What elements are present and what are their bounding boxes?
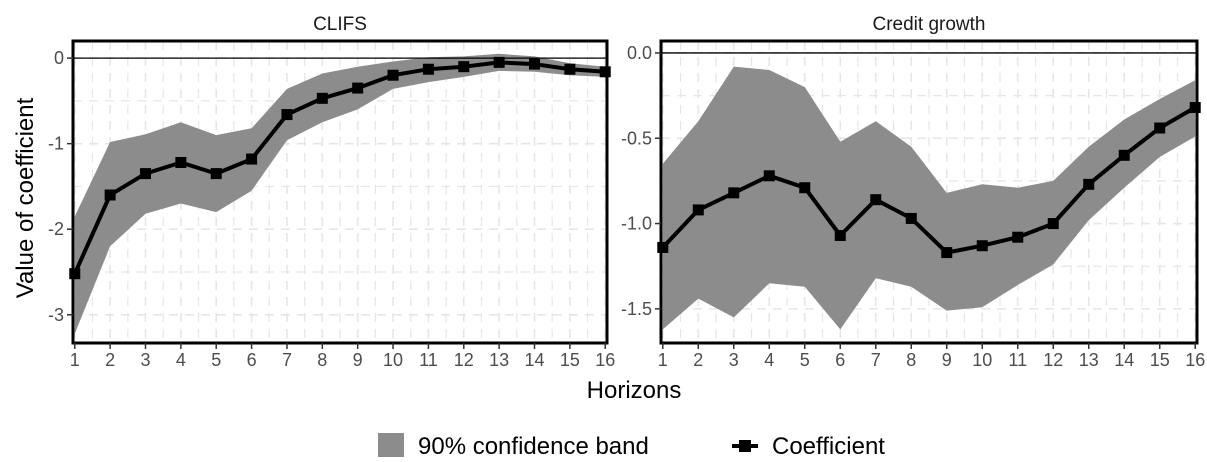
x-tick-label: 15 — [560, 350, 580, 370]
x-tick-label: 9 — [353, 350, 363, 370]
coefficient-marker — [905, 212, 917, 224]
legend: 90% confidence band Coefficient — [378, 433, 885, 460]
x-tick-label: 6 — [247, 350, 257, 370]
x-tick-label: 8 — [317, 350, 327, 370]
coefficient-marker — [941, 247, 953, 259]
coefficient-marker — [387, 69, 399, 81]
x-tick-label: 7 — [282, 350, 292, 370]
coefficient-marker — [870, 194, 882, 206]
legend-coefficient-marker — [739, 440, 751, 452]
x-tick-label: 5 — [211, 350, 221, 370]
x-axis-title: Horizons — [587, 377, 682, 404]
coefficient-line — [72, 60, 606, 275]
x-tick-label: 4 — [764, 350, 774, 370]
coefficient-marker — [728, 187, 740, 199]
coefficient-marker — [564, 63, 576, 75]
x-tick-label: 10 — [972, 350, 992, 370]
coefficient-marker — [834, 230, 846, 242]
y-tick-label: -1 — [48, 134, 64, 154]
y-tick-label: -1.5 — [621, 299, 652, 319]
coefficient-marker — [493, 56, 505, 68]
x-tick-label: 13 — [1079, 350, 1099, 370]
coefficient-marker — [458, 61, 470, 73]
x-tick-label: 8 — [906, 350, 916, 370]
y-tick-label: 0.0 — [627, 43, 652, 63]
coefficient-marker — [1047, 218, 1059, 230]
x-tick-label: 11 — [419, 350, 438, 370]
coefficient-marker — [799, 182, 811, 194]
x-tick-label: 2 — [693, 350, 703, 370]
x-tick-label: 14 — [1114, 350, 1134, 370]
coefficient-marker — [657, 241, 669, 253]
panel-title: CLIFS — [313, 14, 367, 35]
x-tick-label: 15 — [1150, 350, 1170, 370]
x-tick-label: 3 — [729, 350, 739, 370]
x-tick-label: 13 — [489, 350, 509, 370]
y-tick-label: 0 — [54, 48, 64, 68]
x-tick-label: 4 — [176, 350, 186, 370]
y-axis-title: Value of coefficient — [12, 97, 39, 298]
x-tick-label: 12 — [454, 350, 474, 370]
panel-border — [659, 39, 1199, 345]
x-tick-label: 14 — [524, 350, 544, 370]
x-tick-label: 11 — [1008, 350, 1027, 370]
coefficient-marker — [1189, 102, 1201, 114]
legend-band-swatch — [378, 433, 404, 459]
confidence-band — [74, 53, 606, 334]
x-tick-label: 16 — [595, 350, 615, 370]
x-tick-label: 9 — [942, 350, 952, 370]
x-tick-label: 7 — [871, 350, 881, 370]
legend-coefficient-label: Coefficient — [772, 433, 885, 457]
coefficient-marker — [763, 170, 775, 182]
coefficient-marker — [1154, 122, 1166, 134]
x-tick-label: 6 — [835, 350, 845, 370]
coefficient-marker — [599, 66, 611, 78]
legend-band-label: 90% confidence band — [418, 433, 649, 457]
y-tick-label: -2 — [48, 219, 64, 239]
y-tick-label: -0.5 — [621, 128, 652, 148]
coefficient-marker — [210, 168, 222, 180]
x-tick-label: 5 — [800, 350, 810, 370]
coefficient-marker — [281, 109, 293, 121]
coefficient-line — [661, 105, 1197, 255]
coefficient-marker — [422, 63, 434, 75]
x-tick-label: 3 — [140, 350, 150, 370]
panel-title: Credit growth — [873, 14, 986, 35]
y-tick-label: -1.0 — [621, 214, 652, 234]
x-tick-label: 10 — [383, 350, 403, 370]
coefficient-marker — [69, 268, 81, 280]
x-tick-label: 12 — [1043, 350, 1063, 370]
x-tick-label: 1 — [70, 350, 80, 370]
coefficient-marker — [246, 153, 258, 165]
confidence-band — [662, 66, 1196, 330]
panel-border — [71, 39, 609, 345]
coefficient-marker — [1083, 178, 1095, 190]
coefficient-marker — [139, 168, 151, 180]
coefficient-marker — [1118, 149, 1130, 161]
coefficient-marker — [529, 58, 541, 70]
coefficient-marker — [352, 82, 364, 94]
x-tick-label: 16 — [1185, 350, 1205, 370]
coefficient-marker — [1012, 231, 1024, 243]
coefficient-marker — [175, 156, 187, 168]
x-tick-label: 2 — [105, 350, 115, 370]
x-tick-label: 1 — [658, 350, 668, 370]
coefficient-marker — [104, 189, 116, 201]
y-tick-label: -3 — [48, 305, 64, 325]
coefficient-marker — [976, 240, 988, 252]
coefficient-marker — [692, 204, 704, 216]
coefficient-marker — [316, 92, 328, 104]
